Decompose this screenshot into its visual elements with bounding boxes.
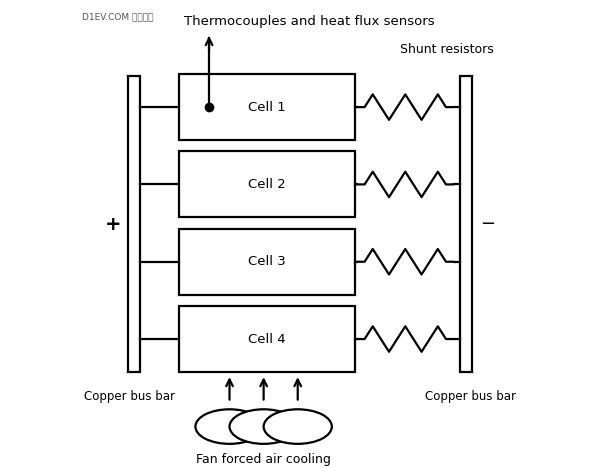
- Text: Cell 2: Cell 2: [248, 178, 286, 191]
- Ellipse shape: [263, 410, 332, 444]
- Text: −: −: [480, 215, 495, 233]
- Text: Cell 1: Cell 1: [248, 101, 286, 114]
- Text: +: +: [104, 215, 121, 234]
- Bar: [128, 76, 140, 372]
- Text: Copper bus bar: Copper bus bar: [425, 390, 516, 403]
- Text: Fan forced air cooling: Fan forced air cooling: [196, 453, 331, 466]
- Bar: [179, 152, 355, 218]
- Text: Cell 3: Cell 3: [248, 255, 286, 268]
- Text: Cell 4: Cell 4: [248, 333, 286, 345]
- Text: D1EV.COM 第一电池: D1EV.COM 第一电池: [82, 13, 153, 22]
- Bar: [179, 74, 355, 140]
- Text: Copper bus bar: Copper bus bar: [84, 390, 175, 403]
- Text: Thermocouples and heat flux sensors: Thermocouples and heat flux sensors: [184, 15, 434, 29]
- Ellipse shape: [196, 410, 263, 444]
- Bar: [179, 306, 355, 372]
- Text: Shunt resistors: Shunt resistors: [400, 43, 494, 56]
- Bar: [460, 76, 472, 372]
- Bar: [179, 229, 355, 295]
- Ellipse shape: [230, 410, 298, 444]
